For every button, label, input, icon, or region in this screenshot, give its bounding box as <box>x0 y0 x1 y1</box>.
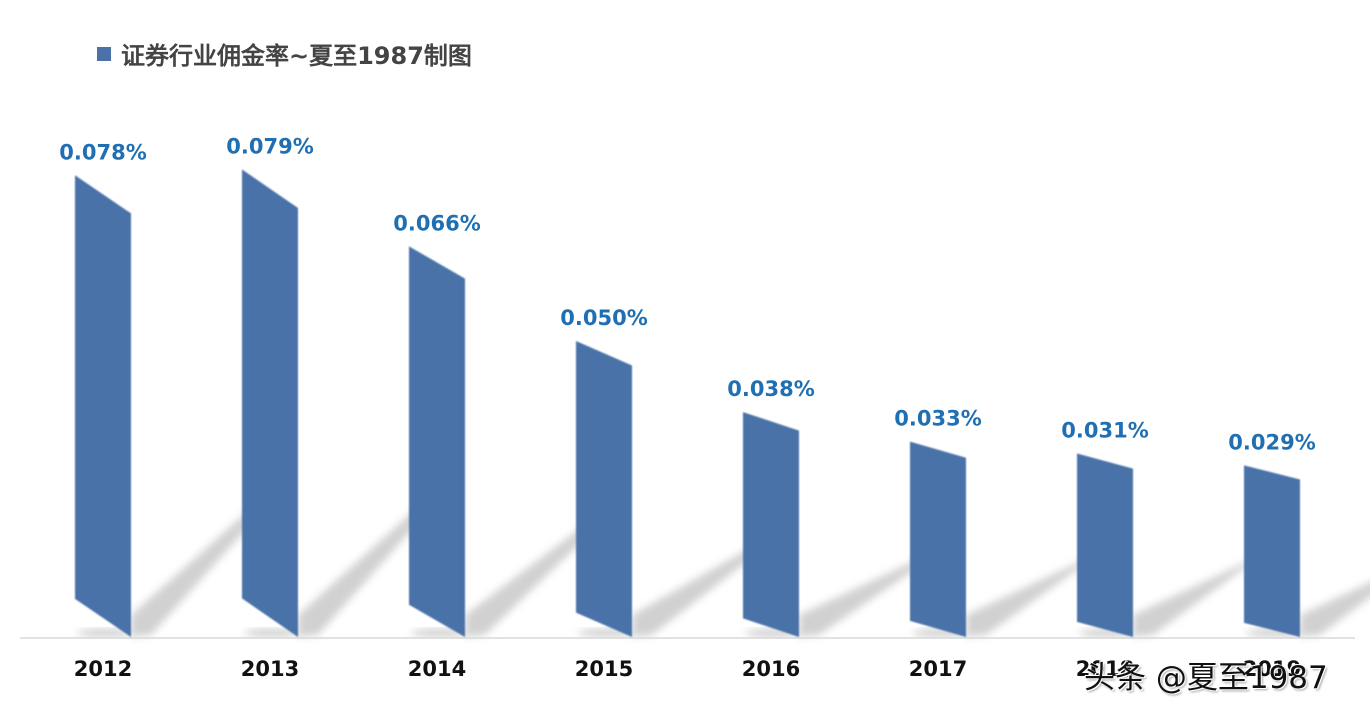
x-tick-2019: 2019 <box>1243 657 1301 681</box>
bar-2014[interactable] <box>409 246 465 637</box>
bar-2018[interactable] <box>1077 453 1133 637</box>
bar-2017[interactable] <box>910 441 966 637</box>
bar-2013[interactable] <box>242 169 298 637</box>
bar-shadow <box>966 554 1099 637</box>
x-tick-2013: 2013 <box>241 657 299 681</box>
bar-2012[interactable] <box>75 175 131 637</box>
x-tick-2017: 2017 <box>909 657 967 681</box>
data-label-2016: 0.038% <box>727 377 814 401</box>
data-label-2019: 0.029% <box>1228 430 1315 454</box>
bars-group <box>75 169 1300 637</box>
x-tick-2018: 2018 <box>1076 657 1134 681</box>
bar-2015[interactable] <box>576 341 632 637</box>
bar-foot-shadow <box>411 629 467 637</box>
x-tick-2016: 2016 <box>742 657 800 681</box>
data-labels-group: 0.078% 0.079% 0.066% 0.050% 0.038% 0.033% 0.03… <box>59 134 1315 454</box>
bar-2019[interactable] <box>1244 465 1300 637</box>
data-label-2014: 0.066% <box>393 211 480 235</box>
bar-2016[interactable] <box>743 412 799 637</box>
bar-shadow <box>1300 582 1370 637</box>
legend: 证券行业佣金率~夏至1987制图 <box>97 36 472 71</box>
x-tick-2014: 2014 <box>408 657 466 681</box>
x-tick-2015: 2015 <box>575 657 633 681</box>
data-label-2018: 0.031% <box>1061 419 1148 443</box>
legend-swatch-icon <box>97 46 111 61</box>
bar-foot-shadow <box>77 629 133 637</box>
data-label-2013: 0.079% <box>226 134 313 158</box>
data-label-2015: 0.050% <box>560 306 647 330</box>
x-tick-2012: 2012 <box>74 657 132 681</box>
watermark: 头条 @夏至1987 <box>1084 660 1328 696</box>
data-label-2017: 0.033% <box>894 407 981 431</box>
legend-label: 证券行业佣金率~夏至1987制图 <box>121 42 472 70</box>
data-label-2012: 0.078% <box>59 140 146 164</box>
bar-foot-shadow <box>244 629 300 637</box>
bar-shadow <box>1133 557 1259 637</box>
x-axis-tick-labels: 2012 2013 2014 2015 2016 2017 2018 2019 <box>74 657 1301 681</box>
